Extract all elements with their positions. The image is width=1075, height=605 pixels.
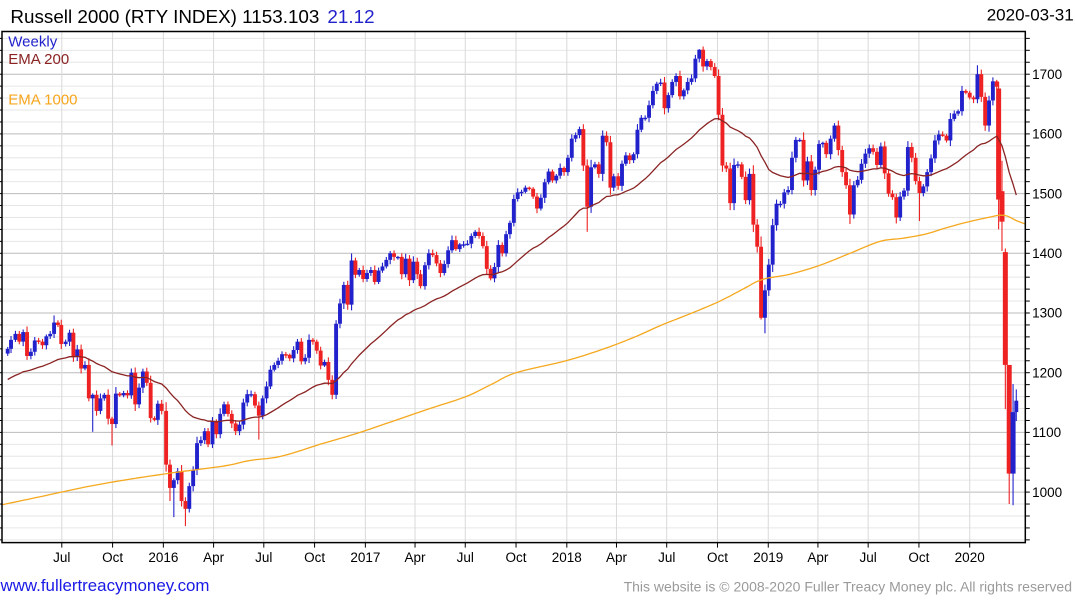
svg-text:2019: 2019 [753,550,783,565]
svg-text:2020-03-31: 2020-03-31 [987,6,1074,25]
svg-text:Oct: Oct [908,550,929,565]
svg-text:Jul: Jul [457,550,474,565]
svg-text:Apr: Apr [203,550,225,565]
svg-text:Weekly: Weekly [8,33,57,50]
svg-text:1500: 1500 [1032,186,1062,201]
svg-text:Oct: Oct [707,550,728,565]
svg-text:Apr: Apr [405,550,427,565]
svg-text:This website is © 2008-2020 Fu: This website is © 2008-2020 Fuller Treac… [624,579,1072,595]
svg-text:EMA 1000: EMA 1000 [8,92,77,109]
svg-text:Oct: Oct [102,550,123,565]
svg-text:1700: 1700 [1032,67,1062,82]
svg-text:2018: 2018 [552,550,582,565]
svg-text:Jul: Jul [53,550,70,565]
svg-text:1200: 1200 [1032,365,1062,380]
svg-text:1600: 1600 [1032,127,1062,142]
svg-text:1400: 1400 [1032,246,1062,261]
svg-text:Apr: Apr [807,550,829,565]
svg-text:Jul: Jul [255,550,272,565]
svg-text:EMA 200: EMA 200 [8,51,69,68]
svg-text:1300: 1300 [1032,306,1062,321]
svg-text:Russell 2000 (RTY INDEX) 1153.: Russell 2000 (RTY INDEX) 1153.103 [10,6,319,27]
svg-text:Oct: Oct [304,550,325,565]
svg-text:Apr: Apr [606,550,628,565]
svg-text:1100: 1100 [1032,425,1061,440]
svg-text:www.fullertreacymoney.com: www.fullertreacymoney.com [0,576,210,595]
svg-text:2017: 2017 [350,550,380,565]
svg-text:Jul: Jul [658,550,675,565]
svg-text:21.12: 21.12 [327,6,374,27]
svg-text:1000: 1000 [1032,485,1062,500]
svg-text:2020: 2020 [955,550,985,565]
svg-text:Oct: Oct [506,550,527,565]
svg-text:Jul: Jul [860,550,877,565]
svg-text:2016: 2016 [148,550,178,565]
